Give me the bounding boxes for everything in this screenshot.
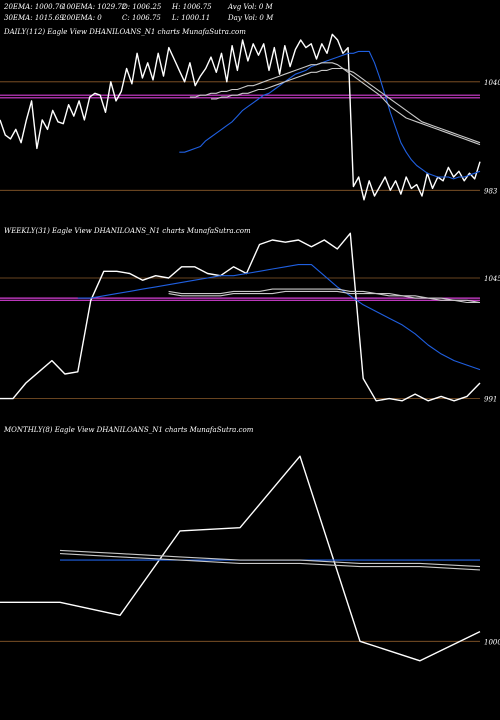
header-open: O: 1006.25 (122, 3, 162, 11)
header-high: H: 1006.75 (172, 3, 212, 11)
header-day-vol: Day Vol: 0 M (228, 14, 274, 22)
monthly-series-line-0 (0, 455, 481, 662)
daily-y-tick-label: 983 (484, 187, 498, 195)
header-avg-vol: Avg Vol: 0 M (228, 3, 273, 11)
weekly-y-tick-label: 1045 (484, 275, 500, 283)
weekly-y-tick-label: 991 (484, 396, 497, 404)
daily-series-line-1 (179, 50, 481, 180)
monthly-y-tick-label: 1000 (484, 638, 500, 646)
header-low: L: 1000.11 (172, 14, 211, 22)
weekly-series-line-3 (168, 290, 480, 304)
monthly-panel-label: MONTHLY(8) Eagle View DHANILOANS_N1 char… (4, 426, 254, 434)
daily-series-line-3 (211, 67, 481, 144)
weekly-panel-label: WEEKLY(31) Eagle View DHANILOANS_N1 char… (4, 227, 251, 235)
daily-series-line-2 (189, 62, 481, 146)
daily-panel-label: DAILY(112) Eagle View DHANILOANS_N1 char… (4, 28, 246, 36)
header-100ema: 100EMA: 1029.72 (62, 3, 127, 11)
header-20ema: 20EMA: 1000.76 (4, 3, 64, 11)
monthly-series-line-2 (59, 549, 481, 568)
weekly-series-line-0 (0, 232, 481, 402)
monthly-series-line-3 (59, 553, 481, 571)
header-200ema: 200EMA: 0 (62, 14, 102, 22)
daily-y-tick-label: 1040 (484, 79, 500, 87)
weekly-series-line-1 (77, 264, 481, 371)
header-close: C: 1006.75 (122, 14, 161, 22)
daily-series-line-0 (0, 33, 481, 201)
header-30ema: 30EMA: 1015.69 (4, 14, 64, 22)
